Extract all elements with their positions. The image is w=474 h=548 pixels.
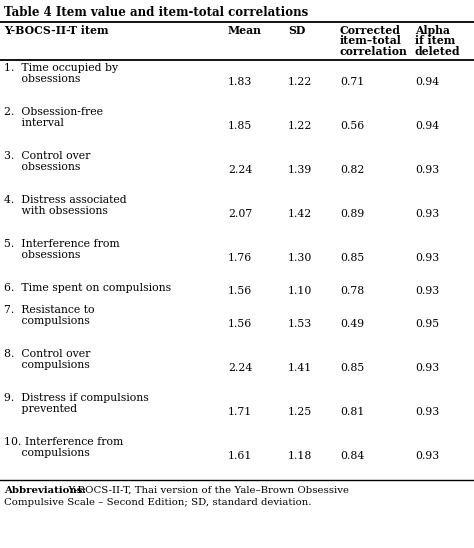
Text: 0.81: 0.81 — [340, 407, 365, 417]
Text: Corrected: Corrected — [340, 25, 401, 36]
Text: 0.84: 0.84 — [340, 451, 364, 461]
Text: interval: interval — [4, 117, 64, 128]
Text: 0.93: 0.93 — [415, 253, 439, 263]
Text: Mean: Mean — [228, 25, 262, 36]
Text: 7.  Resistance to: 7. Resistance to — [4, 305, 94, 315]
Text: 0.82: 0.82 — [340, 165, 365, 175]
Text: compulsions: compulsions — [4, 448, 90, 458]
Text: Y-BOCS-II-T, Thai version of the Yale–Brown Obsessive: Y-BOCS-II-T, Thai version of the Yale–Br… — [62, 486, 349, 495]
Text: deleted: deleted — [415, 46, 461, 57]
Text: 3.  Control over: 3. Control over — [4, 151, 91, 161]
Text: 1.53: 1.53 — [288, 319, 312, 329]
Text: 1.39: 1.39 — [288, 165, 312, 175]
Text: 1.56: 1.56 — [228, 286, 252, 296]
Text: item–total: item–total — [340, 36, 402, 47]
Text: 1.41: 1.41 — [288, 363, 312, 373]
Text: SD: SD — [288, 25, 305, 36]
Text: 1.22: 1.22 — [288, 121, 312, 131]
Text: with obsessions: with obsessions — [4, 206, 108, 215]
Text: 0.93: 0.93 — [415, 451, 439, 461]
Text: 2.24: 2.24 — [228, 363, 252, 373]
Text: Table 4 Item value and item-total correlations: Table 4 Item value and item-total correl… — [4, 6, 308, 19]
Text: 9.  Distress if compulsions: 9. Distress if compulsions — [4, 393, 149, 403]
Text: 0.85: 0.85 — [340, 253, 364, 263]
Text: 1.83: 1.83 — [228, 77, 252, 87]
Text: 1.71: 1.71 — [228, 407, 252, 417]
Text: 0.93: 0.93 — [415, 363, 439, 373]
Text: 1.22: 1.22 — [288, 77, 312, 87]
Text: 1.56: 1.56 — [228, 319, 252, 329]
Text: prevented: prevented — [4, 403, 77, 414]
Text: Abbreviations:: Abbreviations: — [4, 486, 86, 495]
Text: 2.  Obsession-free: 2. Obsession-free — [4, 107, 103, 117]
Text: 2.07: 2.07 — [228, 209, 252, 219]
Text: Alpha: Alpha — [415, 25, 450, 36]
Text: 1.42: 1.42 — [288, 209, 312, 219]
Text: correlation: correlation — [340, 46, 408, 57]
Text: 0.95: 0.95 — [415, 319, 439, 329]
Text: 4.  Distress associated: 4. Distress associated — [4, 195, 127, 205]
Text: 1.10: 1.10 — [288, 286, 312, 296]
Text: 0.94: 0.94 — [415, 77, 439, 87]
Text: 0.93: 0.93 — [415, 407, 439, 417]
Text: 0.71: 0.71 — [340, 77, 364, 87]
Text: 0.49: 0.49 — [340, 319, 364, 329]
Text: 10. Interference from: 10. Interference from — [4, 437, 123, 447]
Text: 6.  Time spent on compulsions: 6. Time spent on compulsions — [4, 283, 171, 293]
Text: compulsions: compulsions — [4, 316, 90, 326]
Text: if item: if item — [415, 36, 455, 47]
Text: 0.94: 0.94 — [415, 121, 439, 131]
Text: 0.56: 0.56 — [340, 121, 364, 131]
Text: 0.93: 0.93 — [415, 286, 439, 296]
Text: 0.85: 0.85 — [340, 363, 364, 373]
Text: obsessions: obsessions — [4, 73, 81, 83]
Text: 1.25: 1.25 — [288, 407, 312, 417]
Text: 0.78: 0.78 — [340, 286, 364, 296]
Text: 1.61: 1.61 — [228, 451, 252, 461]
Text: Y-BOCS-II-T item: Y-BOCS-II-T item — [4, 25, 109, 36]
Text: 8.  Control over: 8. Control over — [4, 349, 91, 359]
Text: 0.93: 0.93 — [415, 209, 439, 219]
Text: 1.  Time occupied by: 1. Time occupied by — [4, 63, 118, 73]
Text: 1.76: 1.76 — [228, 253, 252, 263]
Text: obsessions: obsessions — [4, 249, 81, 260]
Text: compulsions: compulsions — [4, 359, 90, 369]
Text: 1.30: 1.30 — [288, 253, 312, 263]
Text: obsessions: obsessions — [4, 162, 81, 172]
Text: 0.93: 0.93 — [415, 165, 439, 175]
Text: Compulsive Scale – Second Edition; SD, standard deviation.: Compulsive Scale – Second Edition; SD, s… — [4, 498, 311, 506]
Text: 2.24: 2.24 — [228, 165, 252, 175]
Text: 5.  Interference from: 5. Interference from — [4, 239, 119, 249]
Text: 0.89: 0.89 — [340, 209, 364, 219]
Text: 1.85: 1.85 — [228, 121, 252, 131]
Text: 1.18: 1.18 — [288, 451, 312, 461]
